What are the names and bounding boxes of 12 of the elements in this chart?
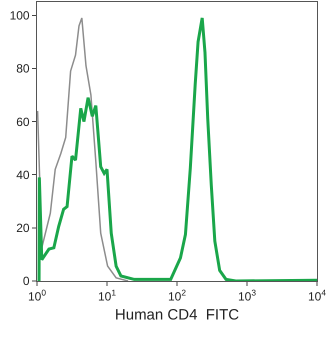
x-axis-title: Human CD4 FITC <box>114 306 240 324</box>
y-tick-label: 0 <box>22 274 30 288</box>
x-tick-label: 10$^{0}$ <box>28 287 46 304</box>
y-tick-label: 60 <box>16 114 30 129</box>
y-tick-label: 20 <box>16 221 30 236</box>
x-tick-label: 10$^{4}$ <box>308 287 326 304</box>
x-tick-label: 10$^{1}$ <box>98 287 116 304</box>
y-tick-label: 100 <box>10 8 30 22</box>
x-tick-label: 10$^{3}$ <box>238 287 256 304</box>
y-tick-label: 80 <box>16 62 30 76</box>
x-tick-label: 10$^{2}$ <box>168 287 186 304</box>
y-tick-label: 40 <box>16 168 30 182</box>
